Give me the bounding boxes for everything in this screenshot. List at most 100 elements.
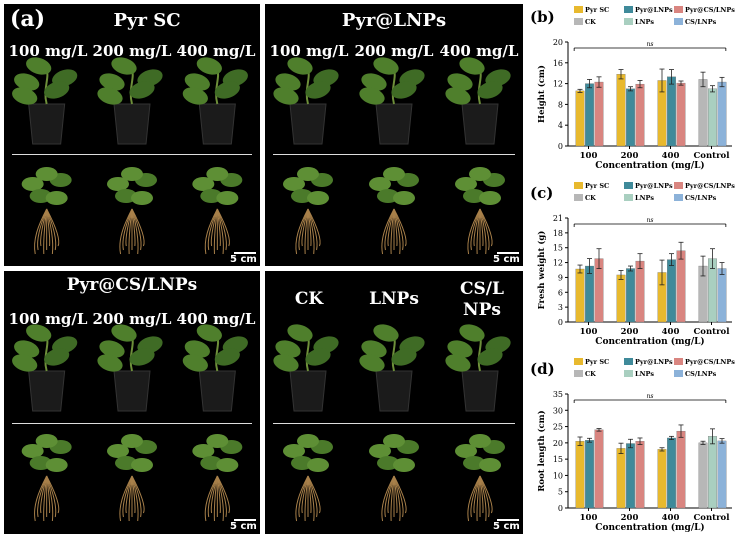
- uprooted-plant-image: [192, 167, 243, 255]
- concentration-label: 200 mg/L: [92, 310, 172, 328]
- legend-item: Pyr SC: [574, 182, 609, 190]
- height-chart: (b) Pyr SC Pyr@LNPs Pyr@CS/LNPs CK LNPs CS/LNP…: [530, 6, 735, 171]
- scale-label: 5 cm: [230, 254, 257, 265]
- bar: [616, 274, 626, 323]
- y-tick-label: 20: [553, 38, 563, 47]
- legend-label: Pyr@CS/LNPs: [685, 358, 735, 366]
- potted-plant-image: [359, 57, 425, 145]
- concentration-label: 400 mg/L: [439, 42, 519, 60]
- concentration-label: 400 mg/L: [176, 42, 256, 60]
- bar: [667, 259, 676, 323]
- plant-illustration: [273, 324, 511, 522]
- legend-item: CS/LNPs: [674, 370, 717, 378]
- legend-item: CS/LNPs: [674, 18, 717, 26]
- legend-item: Pyr@LNPs: [624, 182, 673, 190]
- x-tick-label: Control: [694, 327, 731, 337]
- bar: [626, 443, 635, 509]
- bar: [657, 449, 667, 509]
- plant-illustration: [12, 57, 248, 255]
- potted-plant-image: [445, 57, 511, 145]
- y-tick-label: 35: [553, 390, 563, 399]
- potted-plant-image: [182, 324, 248, 412]
- y-tick-label: 0: [558, 318, 563, 327]
- scale-bar: [234, 252, 256, 254]
- legend-swatch: [574, 370, 583, 377]
- legend-label: Pyr SC: [585, 6, 609, 14]
- y-tick-label: 9: [558, 273, 563, 282]
- uprooted-plant-image: [283, 167, 333, 255]
- x-tick-label: 100: [580, 513, 598, 523]
- uprooted-plant-image: [455, 167, 505, 255]
- concentration-label: 100 mg/L: [8, 42, 88, 60]
- significance-label: ns: [647, 41, 654, 48]
- potted-plant-image: [273, 324, 339, 412]
- y-tick-label: 0: [558, 142, 563, 151]
- potted-plant-image: [12, 57, 78, 145]
- bar: [594, 429, 604, 509]
- bar: [626, 268, 635, 323]
- y-tick-label: 6: [558, 288, 563, 297]
- x-tick-label: Control: [694, 151, 731, 161]
- bar: [575, 268, 585, 323]
- y-tick-label: 15: [553, 455, 563, 464]
- photo-panel-pyr-cs-lnps: Pyr@CS/LNPs 100 mg/L 200 mg/L 400 mg/L 5…: [4, 271, 260, 534]
- legend-item: Pyr SC: [574, 358, 609, 366]
- bar: [717, 440, 727, 509]
- legend-swatch: [674, 6, 683, 13]
- concentration-label: 100 mg/L: [269, 42, 349, 60]
- legend-item: Pyr@CS/LNPs: [674, 182, 735, 190]
- photo-panel-controls: CK LNPs CS/L NPs 5 cm: [265, 271, 523, 534]
- legend-label: LNPs: [635, 194, 654, 202]
- legend-label: Pyr@CS/LNPs: [685, 182, 735, 190]
- legend-item: LNPs: [624, 18, 654, 26]
- concentration-label: 200 mg/L: [92, 42, 172, 60]
- scale-label: 5 cm: [230, 521, 257, 532]
- bar: [594, 81, 604, 147]
- bar: [585, 440, 594, 509]
- control-label-ck: CK: [294, 289, 324, 309]
- bar: [676, 250, 686, 323]
- legend-label: Pyr@LNPs: [635, 358, 673, 366]
- legend-item: CS/LNPs: [674, 194, 717, 202]
- bar: [698, 79, 708, 147]
- potted-plant-image: [445, 324, 511, 412]
- y-tick-label: 21: [553, 214, 563, 223]
- bar: [635, 83, 645, 147]
- x-tick-label: 100: [580, 327, 598, 337]
- x-axis-label: Concentration (mg/L): [595, 336, 704, 347]
- x-tick-label: 200: [621, 513, 639, 523]
- legend-item: Pyr@CS/LNPs: [674, 358, 735, 366]
- bar: [698, 442, 708, 509]
- photo-panel-pyr-lnps: Pyr@LNPs 100 mg/L 200 mg/L 400 mg/L 5 cm: [265, 4, 523, 266]
- bar: [708, 436, 717, 509]
- legend-swatch: [624, 358, 633, 365]
- legend-item: Pyr@CS/LNPs: [674, 6, 735, 14]
- legend-label: CK: [585, 194, 596, 202]
- legend-label: Pyr SC: [585, 358, 609, 366]
- x-tick-label: 200: [621, 327, 639, 337]
- legend-swatch: [624, 370, 633, 377]
- legend-label: CK: [585, 370, 596, 378]
- uprooted-plant-image: [107, 434, 157, 522]
- potted-plant-image: [97, 57, 163, 145]
- legend-label: CS/LNPs: [685, 370, 717, 378]
- control-label-lnps: LNPs: [369, 289, 419, 309]
- y-tick-label: 10: [553, 471, 563, 480]
- y-tick-label: 0: [558, 504, 563, 513]
- legend-label: Pyr@CS/LNPs: [685, 6, 735, 14]
- x-tick-label: 400: [662, 151, 680, 161]
- legend-swatch: [674, 182, 683, 189]
- bar: [575, 441, 585, 509]
- legend-swatch: [624, 194, 633, 201]
- legend-item: Pyr@LNPs: [624, 358, 673, 366]
- potted-plant-image: [182, 57, 248, 145]
- uprooted-plant-image: [283, 434, 333, 522]
- legend-label: LNPs: [635, 18, 654, 26]
- y-tick-label: 5: [558, 488, 563, 497]
- photo-panel-pyr-sc: (a) Pyr SC 100 mg/L 200 mg/L 400 mg/L 5 …: [4, 4, 260, 266]
- concentration-label: 400 mg/L: [176, 310, 256, 328]
- legend-label: Pyr@LNPs: [635, 6, 673, 14]
- uprooted-plant-image: [192, 434, 243, 522]
- bar: [676, 82, 686, 147]
- legend-swatch: [674, 370, 683, 377]
